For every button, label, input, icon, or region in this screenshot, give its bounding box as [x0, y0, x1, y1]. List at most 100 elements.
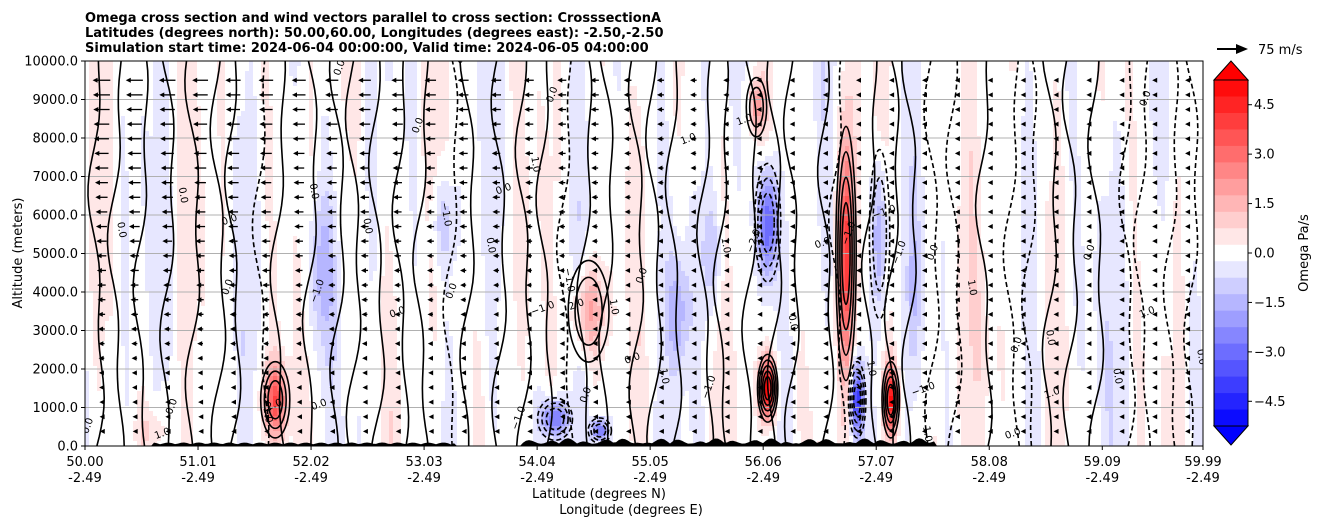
omega-cell	[289, 336, 294, 342]
omega-cell	[193, 161, 198, 167]
omega-cell	[237, 96, 242, 102]
omega-cell	[117, 426, 122, 432]
omega-cell	[249, 231, 254, 237]
omega-cell	[273, 421, 278, 427]
omega-cell	[293, 66, 298, 72]
omega-cell	[105, 66, 110, 72]
omega-cell	[89, 146, 94, 152]
omega-cell	[93, 231, 98, 237]
omega-cell	[221, 376, 226, 382]
omega-cell	[337, 321, 342, 327]
omega-cell	[297, 291, 302, 297]
omega-cell	[89, 276, 94, 282]
omega-cell	[281, 256, 286, 262]
omega-cell	[309, 81, 314, 87]
omega-cell	[301, 341, 306, 347]
omega-cell	[161, 276, 166, 282]
omega-cell	[337, 316, 342, 322]
omega-cell	[97, 161, 102, 167]
omega-cell	[157, 291, 162, 297]
omega-cell	[329, 206, 334, 212]
omega-cell	[333, 281, 338, 287]
omega-cell	[313, 281, 318, 287]
omega-cell	[173, 181, 178, 187]
omega-cell	[153, 266, 158, 272]
omega-cell	[185, 286, 190, 292]
omega-cell	[273, 396, 278, 402]
omega-cell	[317, 216, 322, 222]
omega-cell	[301, 421, 306, 427]
omega-cell	[325, 146, 330, 152]
omega-cell	[337, 371, 342, 377]
omega-cell	[209, 71, 214, 77]
omega-cell	[281, 286, 286, 292]
omega-cell	[261, 161, 266, 167]
omega-cell	[329, 331, 334, 337]
omega-cell	[333, 291, 338, 297]
omega-cell	[265, 436, 270, 442]
omega-cell	[113, 181, 118, 187]
omega-cell	[233, 331, 238, 337]
omega-cell	[245, 246, 250, 252]
omega-cell	[289, 321, 294, 327]
omega-cell	[297, 391, 302, 397]
omega-cell	[241, 346, 246, 352]
omega-cell	[141, 106, 146, 112]
omega-cell	[101, 431, 106, 437]
omega-cell	[193, 291, 198, 297]
omega-cell	[177, 401, 182, 407]
omega-cell	[117, 231, 122, 237]
omega-cell	[101, 61, 106, 67]
omega-cell	[281, 206, 286, 212]
omega-cell	[129, 186, 134, 192]
omega-cell	[205, 221, 210, 227]
omega-cell	[189, 296, 194, 302]
omega-cell	[185, 386, 190, 392]
omega-cell	[173, 261, 178, 267]
omega-cell	[85, 346, 90, 352]
omega-cell	[129, 116, 134, 122]
omega-cell	[277, 201, 282, 207]
omega-cell	[229, 386, 234, 392]
omega-cell	[249, 166, 254, 172]
omega-cell	[213, 266, 218, 272]
omega-cell	[281, 321, 286, 327]
omega-cell	[225, 351, 230, 357]
omega-cell	[177, 201, 182, 207]
omega-cell	[229, 241, 234, 247]
omega-cell	[297, 96, 302, 102]
omega-cell	[121, 361, 126, 367]
omega-cell	[105, 211, 110, 217]
omega-cell	[325, 101, 330, 107]
omega-cell	[181, 381, 186, 387]
omega-cell	[317, 131, 322, 137]
omega-cell	[157, 166, 162, 172]
omega-cell	[305, 271, 310, 277]
omega-cell	[173, 311, 178, 317]
omega-cell	[169, 431, 174, 437]
omega-cell	[133, 216, 138, 222]
omega-cell	[285, 151, 290, 157]
omega-cell	[289, 196, 294, 202]
omega-cell	[221, 71, 226, 77]
omega-cell	[285, 311, 290, 317]
omega-cell	[121, 156, 126, 162]
omega-cell	[229, 71, 234, 77]
omega-cell	[241, 206, 246, 212]
omega-cell	[125, 196, 130, 202]
omega-cell	[253, 336, 258, 342]
omega-cell	[201, 81, 206, 87]
omega-cell	[117, 211, 122, 217]
omega-cell	[113, 131, 118, 137]
omega-cell	[213, 191, 218, 197]
omega-cell	[181, 186, 186, 192]
omega-cell	[129, 291, 134, 297]
omega-cell	[277, 156, 282, 162]
omega-cell	[333, 111, 338, 117]
omega-cell	[101, 201, 106, 207]
omega-cell	[221, 201, 226, 207]
omega-cell	[281, 151, 286, 157]
omega-cell	[169, 436, 174, 442]
omega-cell	[221, 421, 226, 427]
omega-cell	[129, 81, 134, 87]
